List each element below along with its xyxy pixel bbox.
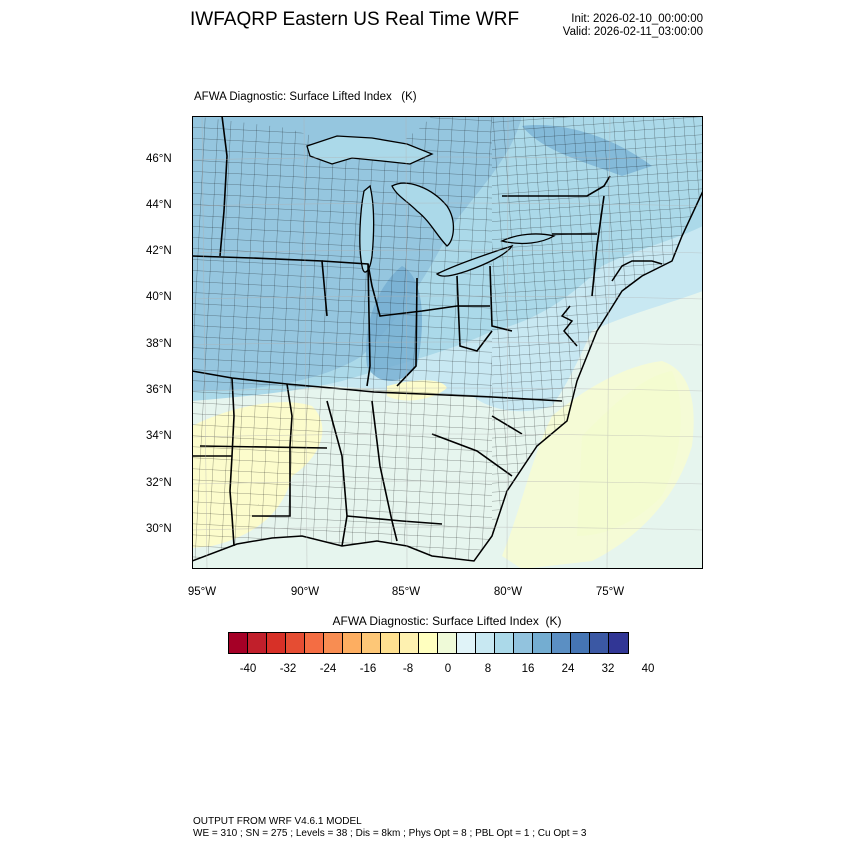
lat-label-42n: 42°N (146, 245, 172, 257)
colorbar (228, 632, 629, 654)
colorbar-box (533, 633, 552, 653)
field-title: AFWA Diagnostic: Surface Lifted Index (K… (194, 91, 417, 103)
colorbar-box (514, 633, 533, 653)
lat-label-34n: 34°N (146, 430, 172, 442)
colorbar-box (305, 633, 324, 653)
colorbar-box (381, 633, 400, 653)
colorbar-box (476, 633, 495, 653)
footer-model-line: OUTPUT FROM WRF V4.6.1 MODEL (193, 816, 362, 827)
lat-label-36n: 36°N (146, 384, 172, 396)
valid-time: Valid: 2026-02-11_03:00:00 (562, 26, 703, 38)
colorbar-tick: 40 (641, 663, 655, 675)
colorbar-tick: 16 (521, 663, 535, 675)
lat-label-38n: 38°N (146, 338, 172, 350)
lat-label-44n: 44°N (146, 199, 172, 211)
colorbar-box (267, 633, 286, 653)
colorbar-box (248, 633, 267, 653)
colorbar-tick: 8 (484, 663, 492, 675)
page-title: IWFAQRP Eastern US Real Time WRF (190, 9, 520, 30)
colorbar-box (571, 633, 590, 653)
colorbar-tick: -8 (402, 663, 414, 675)
lon-label-75w: 75°W (595, 586, 625, 598)
colorbar-box (400, 633, 419, 653)
lon-label-80w: 80°W (493, 586, 523, 598)
coastline (192, 190, 703, 562)
colorbar-box (324, 633, 343, 653)
colorbar-box (362, 633, 381, 653)
lat-label-46n: 46°N (146, 153, 172, 165)
colorbar-tick: 32 (601, 663, 615, 675)
colorbar-tick: -24 (319, 663, 337, 675)
colorbar-tick: -32 (279, 663, 297, 675)
colorbar-box (457, 633, 476, 653)
colorbar-tick: -16 (359, 663, 377, 675)
lon-label-90w: 90°W (290, 586, 320, 598)
colorbar-tick: 0 (444, 663, 452, 675)
init-time: Init: 2026-02-10_00:00:00 (571, 13, 703, 25)
colorbar-title: AFWA Diagnostic: Surface Lifted Index (K… (332, 614, 562, 628)
colorbar-box (286, 633, 305, 653)
colorbar-box (229, 633, 248, 653)
lon-label-85w: 85°W (391, 586, 421, 598)
colorbar-box (343, 633, 362, 653)
colorbar-box (590, 633, 609, 653)
colorbar-box (495, 633, 514, 653)
lat-label-40n: 40°N (146, 291, 172, 303)
lifted-index-map (192, 116, 703, 569)
colorbar-box (609, 633, 628, 653)
footer-config-line: WE = 310 ; SN = 275 ; Levels = 38 ; Dis … (193, 828, 587, 839)
colorbar-tick: -40 (239, 663, 257, 675)
lat-label-32n: 32°N (146, 477, 172, 489)
graticule (192, 116, 703, 569)
colorbar-box (419, 633, 438, 653)
colorbar-tick: 24 (561, 663, 575, 675)
lat-label-30n: 30°N (146, 523, 172, 535)
lon-label-95w: 95°W (187, 586, 217, 598)
colorbar-box (552, 633, 571, 653)
state-boundaries (192, 116, 611, 547)
colorbar-box (438, 633, 457, 653)
